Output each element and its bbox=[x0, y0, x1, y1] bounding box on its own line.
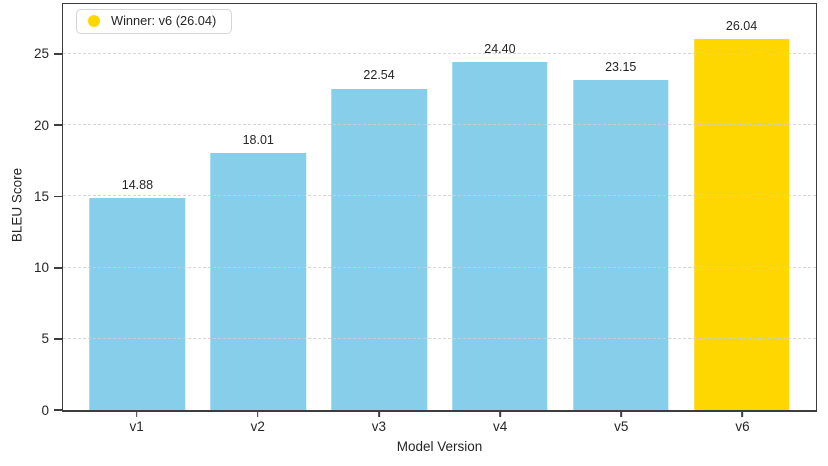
bar-v5 bbox=[572, 80, 669, 410]
bar-value-label-v6: 26.04 bbox=[725, 18, 758, 33]
x-tick-slot-v1: v1 bbox=[76, 412, 197, 436]
x-tick-slot-v3: v3 bbox=[318, 412, 439, 436]
y-tick-label-0: 0 bbox=[41, 402, 49, 418]
bar-value-label-v4: 24.40 bbox=[484, 41, 516, 56]
x-tick-slot-v6: v6 bbox=[682, 412, 803, 436]
bar-value-label-v5: 23.15 bbox=[605, 59, 637, 74]
y-tick-label-5: 5 bbox=[41, 331, 49, 347]
bar-value-label-v2: 18.01 bbox=[242, 132, 274, 147]
x-tick-slot-v5: v5 bbox=[561, 412, 682, 436]
x-tick-mark-v3 bbox=[378, 412, 380, 417]
bar-slot-v2: 18.01 bbox=[198, 4, 319, 410]
plot-area: 14.88 18.01 22.54 24.40 23.15 26.04 Winner: v… bbox=[34, 3, 817, 416]
x-tick-slot-v4: v4 bbox=[440, 412, 561, 436]
x-tick-mark-v5 bbox=[620, 412, 623, 417]
bar-v2 bbox=[210, 153, 306, 410]
x-axis-title: Model Version bbox=[396, 439, 483, 454]
y-tick-mark-0 bbox=[54, 409, 62, 411]
legend: Winner: v6 (26.04) bbox=[76, 9, 233, 34]
y-tick-label-25: 25 bbox=[33, 46, 49, 62]
bar-value-label-v1: 14.88 bbox=[121, 177, 154, 192]
x-tick-mark-v6 bbox=[741, 412, 744, 417]
bar-slot-v4: 24.40 bbox=[439, 4, 560, 410]
x-tick-mark-v4 bbox=[499, 412, 501, 417]
y-tick-label-10: 10 bbox=[33, 259, 49, 275]
x-tick-label-v4: v4 bbox=[492, 419, 508, 434]
x-axis-tick-labels: v1 v2 v3 v4 v5 v6 bbox=[62, 412, 817, 436]
legend-label: Winner: v6 (26.04) bbox=[111, 13, 217, 28]
bar-value-label-v3: 22.54 bbox=[363, 68, 395, 83]
bar-slot-v5: 23.15 bbox=[560, 4, 681, 410]
y-tick-mark-25 bbox=[54, 53, 62, 55]
bar-v6 bbox=[693, 39, 790, 410]
bar-v1 bbox=[89, 198, 186, 410]
bar-v3 bbox=[331, 88, 427, 410]
y-tick-mark-10 bbox=[54, 266, 62, 269]
x-tick-mark-v1 bbox=[135, 412, 138, 417]
bar-slot-v3: 22.54 bbox=[319, 4, 440, 410]
bar-slot-v1: 14.88 bbox=[77, 4, 198, 410]
bar-v4 bbox=[452, 62, 548, 410]
x-tick-label-v3: v3 bbox=[371, 419, 387, 434]
y-tick-mark-20 bbox=[54, 124, 62, 127]
bars-container: 14.88 18.01 22.54 24.40 23.15 26.04 bbox=[77, 4, 802, 410]
y-tick-mark-5 bbox=[54, 338, 62, 340]
y-tick-label-15: 15 bbox=[33, 188, 49, 204]
y-axis-title: BLEU Score bbox=[9, 167, 25, 243]
x-tick-mark-v2 bbox=[256, 412, 259, 417]
y-tick-mark-15 bbox=[54, 195, 62, 198]
x-tick-label-v1: v1 bbox=[129, 419, 144, 434]
winner-legend-marker-icon bbox=[88, 15, 100, 28]
x-tick-slot-v2: v2 bbox=[197, 412, 318, 436]
bar-slot-v6: 26.04 bbox=[681, 4, 802, 410]
x-tick-label-v6: v6 bbox=[735, 419, 750, 434]
x-tick-label-v5: v5 bbox=[614, 419, 629, 434]
x-tick-label-v2: v2 bbox=[250, 419, 265, 434]
y-tick-label-20: 20 bbox=[33, 117, 49, 133]
